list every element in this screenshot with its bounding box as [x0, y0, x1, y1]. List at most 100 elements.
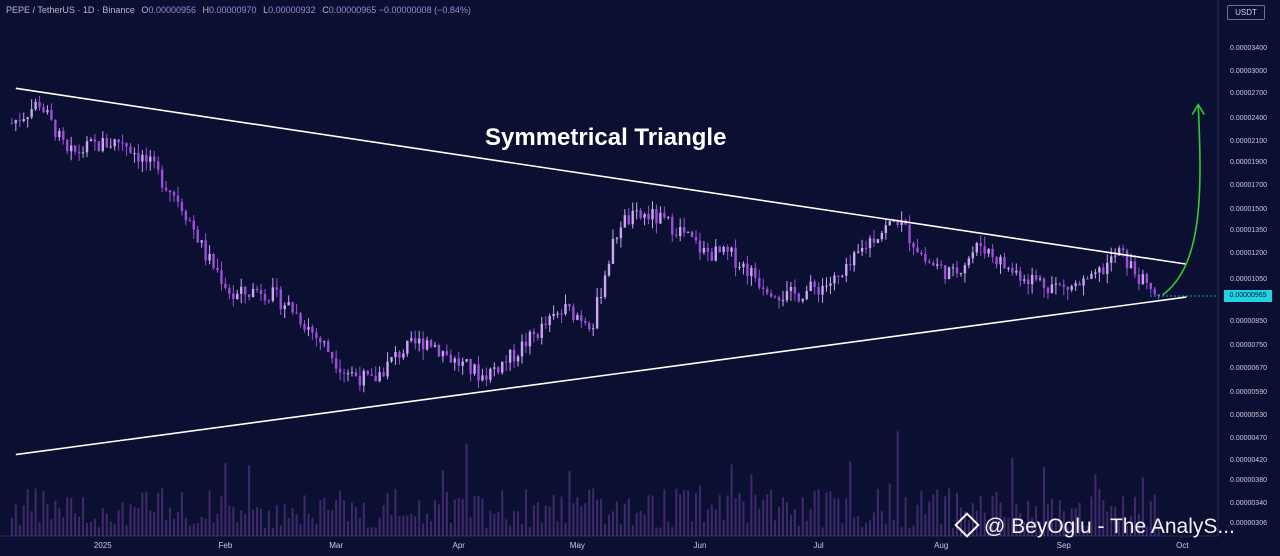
volume-bar [746, 522, 749, 536]
volume-bar [750, 474, 753, 536]
candle-body [817, 287, 820, 295]
volume-bar [983, 512, 986, 536]
volume-bar [374, 527, 377, 536]
volume-bar [426, 513, 429, 536]
volume-bar [1141, 477, 1144, 536]
candle-body [1110, 256, 1113, 263]
candle-body [283, 305, 286, 310]
candle-body [1102, 267, 1105, 275]
volume-bar [236, 522, 239, 536]
candle-body [690, 231, 694, 238]
candle-body [449, 354, 453, 363]
candle-body [765, 289, 769, 294]
candle-body [406, 340, 409, 354]
volume-bar [82, 497, 85, 536]
candle-body [991, 248, 994, 258]
volume-bar [691, 521, 694, 536]
candle-body [738, 266, 741, 268]
volume-bar [1078, 502, 1081, 536]
candle-body [785, 291, 789, 301]
volume-bar [1157, 519, 1160, 536]
volume-bar [687, 490, 690, 536]
y-tick-label: 0.00000306 [1230, 520, 1267, 527]
volume-bar [271, 527, 274, 536]
candle-body [896, 220, 899, 225]
volume-bar [89, 521, 92, 536]
candle-body [726, 246, 729, 252]
candle-body [42, 107, 45, 113]
candle-body [327, 341, 330, 353]
y-tick-label: 0.00001900 [1230, 159, 1267, 166]
volume-bar [524, 489, 527, 536]
volume-bar [137, 508, 140, 536]
candle-body [758, 277, 761, 288]
candle-body [255, 288, 259, 291]
candle-body [54, 119, 57, 138]
volume-bar [1062, 511, 1065, 536]
y-tick-label: 0.00002700 [1230, 90, 1267, 97]
volume-bar [70, 498, 73, 536]
candle-body [833, 275, 836, 284]
volume-bar [402, 515, 405, 536]
volume-bar [742, 501, 745, 536]
volume-bar [1094, 474, 1097, 536]
volume-bar [216, 513, 219, 536]
volume-bar [647, 495, 650, 536]
candle-body [809, 281, 812, 292]
volume-bar [857, 515, 860, 536]
candle-body [315, 332, 318, 338]
candle-body [386, 361, 389, 377]
candle-body [880, 232, 884, 240]
candle-body [607, 263, 611, 276]
volume-bar [343, 500, 346, 536]
candle-body [1058, 283, 1062, 285]
currency-button[interactable]: USDT [1227, 5, 1265, 20]
candle-body [26, 117, 29, 120]
volume-bar [232, 506, 235, 536]
candle-body [121, 142, 124, 144]
candle-body [524, 341, 528, 347]
candle-body [746, 263, 749, 277]
candle-body [706, 247, 710, 252]
candle-body [1113, 255, 1117, 257]
volume-bar [350, 502, 353, 536]
volume-bar [572, 503, 575, 536]
candle-body [216, 267, 219, 271]
volume-bar [615, 501, 618, 536]
volume-bar [394, 489, 397, 536]
candle-body [734, 247, 737, 268]
candle-body [176, 195, 180, 202]
candle-body [38, 101, 41, 108]
candle-body [141, 154, 144, 162]
volume-bar [109, 521, 112, 536]
candle-body [983, 246, 986, 254]
candle-body [469, 359, 472, 374]
volume-bar [718, 495, 721, 536]
candle-body [892, 220, 895, 222]
volume-bar [884, 523, 887, 536]
y-tick-label: 0.00001500 [1230, 206, 1267, 213]
volume-bar [129, 503, 132, 536]
volume-bar [782, 497, 784, 536]
volume-bar [105, 513, 108, 536]
volume-bar [817, 489, 820, 536]
volume-bar [829, 491, 832, 536]
candle-body [821, 285, 824, 295]
volume-bar [1133, 496, 1136, 536]
arrow-head-icon [1191, 102, 1205, 115]
candle-body [928, 261, 931, 263]
volume-bar [841, 523, 844, 536]
volume-bar [93, 518, 96, 536]
volume-bar [74, 513, 77, 536]
candle-body [457, 358, 460, 366]
candle-body [105, 138, 108, 148]
candle-body [1050, 284, 1054, 294]
volume-bar [208, 490, 211, 536]
candle-body [125, 143, 128, 147]
volume-bar [912, 525, 915, 536]
candle-body [58, 131, 61, 138]
volume-bar [540, 522, 543, 536]
candle-body [164, 187, 168, 191]
volume-bar [861, 527, 864, 536]
